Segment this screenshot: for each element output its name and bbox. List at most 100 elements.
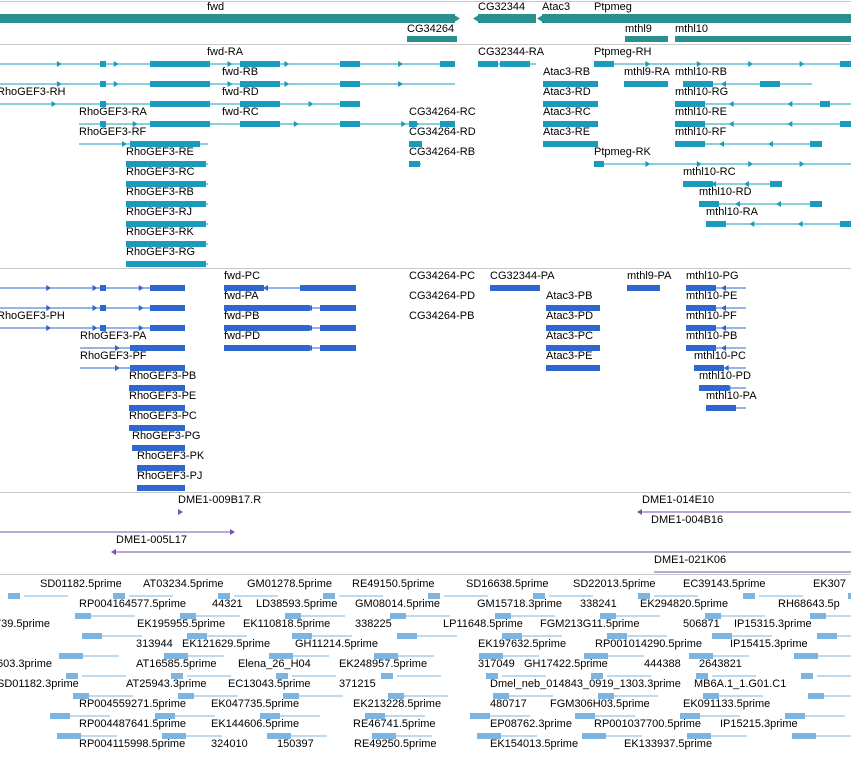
prediction-label[interactable]: mthl10-PC [694,350,746,362]
est-glyph[interactable] [171,673,183,679]
transcript-mthl10-rg-exon[interactable] [675,101,705,107]
transcript-fwd-rc-exon[interactable] [100,121,106,127]
est-glyph[interactable] [323,593,335,599]
transcript-atac3-rb-exon[interactable] [543,81,598,87]
prediction-fwd-pa-exon[interactable] [320,305,356,311]
prediction-rhogef3-pe-exon[interactable] [129,405,185,411]
est-glyph[interactable] [388,693,404,699]
est-label[interactable]: SD01182.3prime [0,678,79,690]
prediction-label[interactable]: Atac3-PC [546,330,594,342]
prediction-rhogef3-ph-exon[interactable] [150,325,185,331]
transcript-label[interactable]: mthl10-RF [675,126,727,138]
est-label[interactable]: EK195955.5prime [137,618,226,630]
prediction-rhogef3-pj-exon[interactable] [137,485,185,491]
prediction-fwd-pc-exon[interactable] [224,285,264,291]
est-label[interactable]: Dmel_neb_014843_0919_1303.3prime [490,678,681,690]
transcript-fwd-ra-exon[interactable] [150,61,210,67]
transcript-rhogef3-rc-exon[interactable] [126,181,206,187]
prediction-label[interactable]: RhoGEF3-PC [129,410,197,422]
est-label[interactable]: SD16638.5prime [466,578,549,590]
transcript-cg32344-ra-exon[interactable] [478,61,498,67]
est-glyph[interactable] [187,633,207,639]
est-label[interactable]: 338225 [355,618,392,630]
est-glyph[interactable] [57,733,81,739]
transcript-mthl10-re-exon[interactable] [840,121,851,127]
prediction-atac3-pd-exon[interactable] [546,325,600,331]
transcript-mthl10-re-exon[interactable] [675,121,705,127]
est-label[interactable]: 480717 [490,698,527,710]
prediction-label[interactable]: Atac3-PD [546,310,594,322]
prediction-atac3-pe-exon[interactable] [546,365,600,371]
gene-label[interactable]: fwd [207,1,225,13]
transcript-label[interactable]: fwd-RB [222,66,259,78]
prediction-label[interactable]: mthl10-PA [706,390,757,402]
est-label[interactable]: SD22013.5prime [573,578,656,590]
clone-label[interactable]: DME1-004B16 [651,514,724,526]
transcript-fwd-rd-exon[interactable] [340,101,360,107]
est-label[interactable]: EK091133.5prime [683,698,771,710]
est-glyph[interactable] [808,693,824,699]
est-label[interactable]: 150397 [277,738,314,750]
transcript-fwd-rd-exon[interactable] [150,101,210,107]
est-glyph[interactable] [680,713,700,719]
transcript-label[interactable]: Atac3-RB [543,66,591,78]
est-label[interactable]: EK047735.5prime [211,698,300,710]
est-glyph[interactable] [162,733,186,739]
est-label[interactable]: RP004559271.5prime [79,698,187,710]
transcript-label[interactable]: RhoGEF3-RE [126,146,194,158]
est-label[interactable]: RP004115998.5prime [79,738,186,750]
transcript-fwd-rb-exon[interactable] [100,81,106,87]
transcript-label[interactable]: mthl10-RD [699,186,752,198]
est-glyph[interactable] [276,673,288,679]
est-label[interactable]: EK154013.5prime [490,738,579,750]
prediction-label[interactable]: CG34264-PC [409,270,476,282]
transcript-rhogef3-rb-exon[interactable] [126,201,206,207]
est-glyph[interactable] [285,613,301,619]
transcript-label[interactable]: mthl10-RC [683,166,736,178]
est-label[interactable]: EK133937.5prime [624,738,713,750]
est-glyph[interactable] [705,613,721,619]
est-label[interactable]: EK213228.5prime [353,698,442,710]
est-label[interactable]: AT25943.3prime [126,678,207,690]
est-label[interactable]: RP004164577.5prime [79,598,187,610]
transcript-label[interactable]: CG34264-RD [409,126,476,138]
gene-label[interactable]: CG34264 [407,23,455,35]
prediction-label[interactable]: RhoGEF3-PE [129,390,197,402]
transcript-label[interactable]: RhoGEF3-RA [79,106,147,118]
gene-bar[interactable] [675,36,851,42]
est-label[interactable]: RP001037700.5prime [594,718,702,730]
gene-label[interactable]: mthl9 [625,23,652,35]
est-label[interactable]: 739.5prime [0,618,51,630]
transcript-mthl10-ra-exon[interactable] [840,221,851,227]
est-label[interactable]: 44321 [212,598,243,610]
prediction-rhogef3-pa-exon[interactable] [130,345,185,351]
prediction-label[interactable]: Atac3-PE [546,350,593,362]
est-label[interactable]: GM01278.5prime [247,578,332,590]
est-label[interactable]: 603.3prime [0,658,53,670]
est-label[interactable]: RP004487641.5prime [79,718,187,730]
est-glyph[interactable] [180,613,196,619]
est-glyph[interactable] [155,713,175,719]
prediction-rhogef3-pb-exon[interactable] [129,385,185,391]
prediction-fwd-pd-exon[interactable] [320,345,356,351]
transcript-mthl10-rf-exon[interactable] [810,141,822,147]
prediction-label[interactable]: RhoGEF3-PH [0,310,65,322]
est-glyph[interactable] [75,613,91,619]
est-glyph[interactable] [428,593,440,599]
est-label[interactable]: EK248957.5prime [339,658,428,670]
transcript-atac3-rc-exon[interactable] [543,121,598,127]
est-glyph[interactable] [66,673,78,679]
transcript-atac3-re-exon[interactable] [543,141,598,147]
transcript-fwd-rb-exon[interactable] [340,81,360,87]
prediction-rhogef3-exon[interactable] [150,285,185,291]
transcript-fwd-ra-exon[interactable] [340,61,360,67]
est-glyph[interactable] [292,633,312,639]
transcript-label[interactable]: mthl10-RB [675,66,727,78]
est-glyph[interactable] [477,733,501,739]
transcript-mthl10-rb-exon[interactable] [683,81,713,87]
est-glyph[interactable] [374,653,398,659]
est-glyph[interactable] [365,713,385,719]
est-glyph[interactable] [269,653,293,659]
est-glyph[interactable] [479,653,503,659]
gene-bar[interactable] [625,36,668,42]
